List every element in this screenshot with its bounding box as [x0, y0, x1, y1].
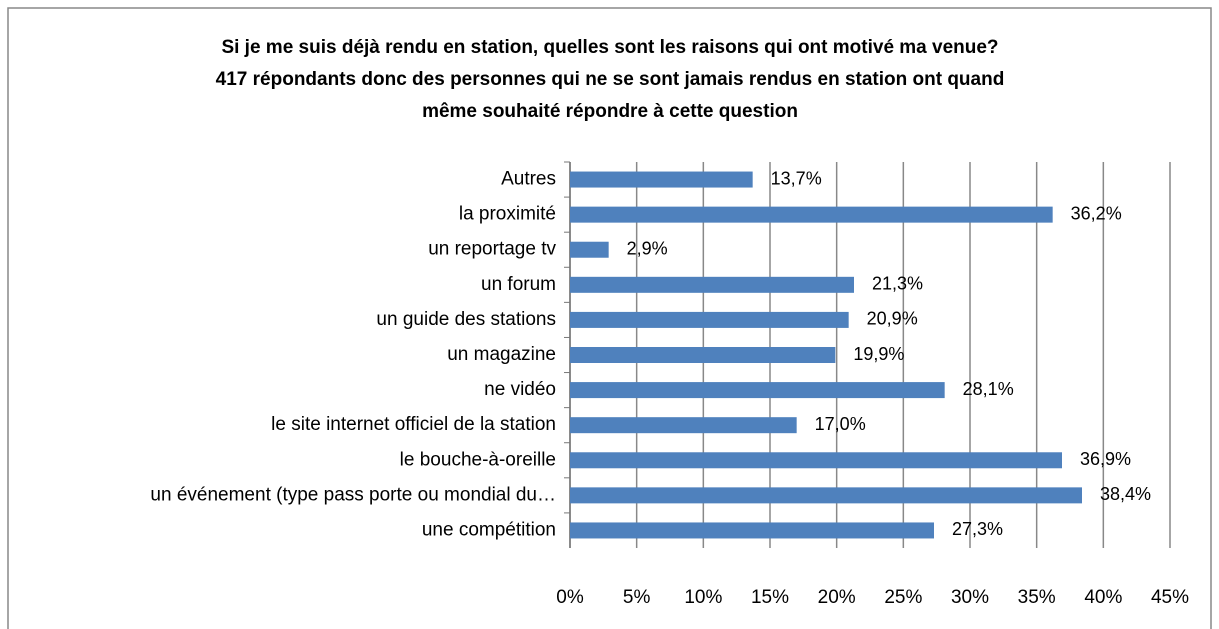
- x-tick-label: 5%: [623, 587, 651, 608]
- bar: [570, 522, 934, 539]
- bar: [570, 382, 945, 399]
- x-tick-label: 0%: [556, 587, 584, 608]
- y-tick-label: le site internet officiel de la station: [271, 414, 556, 435]
- value-label: 13,7%: [771, 168, 822, 188]
- value-label: 36,2%: [1071, 203, 1122, 223]
- x-tick-label: 20%: [818, 587, 856, 608]
- bar: [570, 171, 753, 188]
- value-label: 36,9%: [1080, 449, 1131, 469]
- x-tick-label: 40%: [1084, 587, 1122, 608]
- y-tick-label: un magazine: [447, 344, 556, 365]
- chart-title: Si je me suis déjà rendu en station, que…: [221, 37, 998, 58]
- bar: [570, 276, 854, 293]
- value-label: 19,9%: [853, 344, 904, 364]
- y-tick-label: la proximité: [459, 204, 556, 225]
- x-tick-label: 35%: [1018, 587, 1056, 608]
- value-label: 38,4%: [1100, 484, 1151, 504]
- value-label: 27,3%: [952, 519, 1003, 539]
- x-tick-label: 45%: [1151, 587, 1189, 608]
- bar: [570, 487, 1082, 504]
- y-tick-label: un forum: [481, 274, 556, 295]
- value-label: 21,3%: [872, 274, 923, 294]
- y-tick-label: une compétition: [422, 519, 556, 540]
- bar: [570, 241, 609, 258]
- bar: [570, 347, 836, 363]
- x-tick-label: 25%: [884, 587, 922, 608]
- y-tick-label: un reportage tv: [428, 239, 556, 260]
- x-tick-label: 30%: [951, 587, 989, 608]
- y-tick-label: ne vidéo: [484, 379, 556, 400]
- y-tick-label: Autres: [501, 169, 556, 190]
- bar: [570, 417, 797, 434]
- value-label: 2,9%: [627, 238, 668, 258]
- y-tick-label: un événement (type pass porte ou mondial…: [150, 484, 556, 505]
- chart-title: même souhaité répondre à cette question: [422, 101, 798, 122]
- value-label: 17,0%: [815, 414, 866, 434]
- chart-title: 417 répondants donc des personnes qui ne…: [216, 69, 1005, 90]
- y-tick-label: un guide des stations: [376, 309, 556, 330]
- value-label: 20,9%: [867, 309, 918, 329]
- value-label: 28,1%: [963, 379, 1014, 399]
- x-tick-label: 15%: [751, 587, 789, 608]
- y-tick-label: le bouche-à-oreille: [400, 449, 556, 470]
- bar: [570, 206, 1053, 223]
- bar: [570, 452, 1062, 469]
- x-tick-label: 10%: [684, 587, 722, 608]
- bar: [570, 311, 849, 328]
